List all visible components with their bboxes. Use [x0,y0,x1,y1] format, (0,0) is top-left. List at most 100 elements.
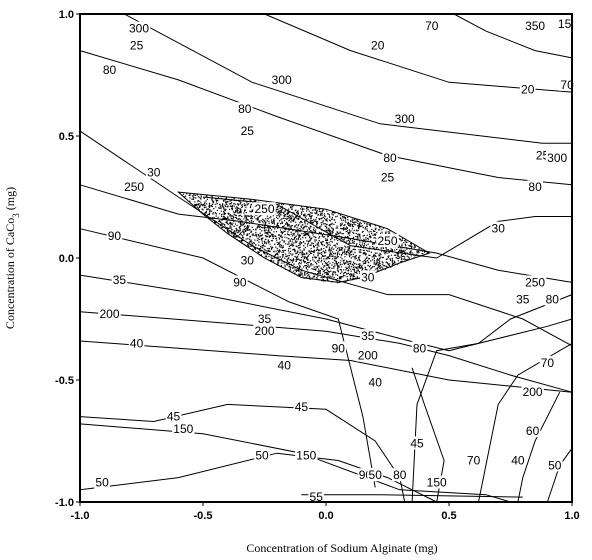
y-tick-label: 0.5 [59,131,74,143]
x-tick-label: -0.5 [194,510,213,522]
contour-label: 80 [527,180,543,194]
contour-label: 25 [239,124,256,138]
contour-label-text: 200 [523,385,543,399]
contour-label-text: 30 [492,222,506,236]
contour-label-bg [254,448,270,462]
contour-line-15 [79,423,511,503]
contour-label-text: 200 [99,307,119,321]
contour-label-bg [409,436,425,450]
contour-label: 150 [295,448,318,463]
contour-label-bg [172,421,195,435]
contour-label-bg [490,221,506,235]
contour-label: 150 [172,421,195,436]
contour-label-bg [94,475,110,489]
contour-label: 80 [382,151,398,165]
contour-label: 40 [367,375,383,389]
contour-label-bg [382,151,398,164]
contour-label: 70 [539,355,556,370]
contour-label-text: 50 [255,449,269,463]
contour-label-bg [393,111,416,125]
contour-label: 35 [256,312,273,326]
contour-label: 45 [293,399,310,414]
contour-label-text: 150 [173,422,193,436]
contour-label-bg [356,348,379,362]
contour-label: 45 [165,409,182,424]
contour-label-bg [523,275,547,289]
contour-label-bg [465,453,482,467]
contour-label-text: 35 [361,329,375,343]
contour-label-text: 150 [296,449,316,463]
contour-label: 80 [101,63,118,77]
contour-label-bg [369,38,386,52]
y-tick-label: -0.5 [55,375,74,387]
contour-label-bg [276,358,292,372]
contour-label-text: 70 [541,356,555,370]
contour-label-text: 90 [108,229,122,243]
contour-label: 15 [556,16,573,31]
contour-label: 250 [376,233,399,248]
contour-line-12 [478,342,573,503]
contour-line-1 [79,50,573,186]
contour-label-text: 30 [147,166,161,180]
contour-label: 90 [106,229,123,243]
contour-label: 300 [393,111,416,126]
contour-label-bg [424,19,440,33]
contour-label-text: 300 [395,112,415,126]
contour-label-text: 350 [525,19,545,33]
contour-label-text: 55 [310,490,324,504]
contour-label: 90 [232,275,248,289]
contour-label: 30 [490,221,506,236]
contour-line-17 [517,391,561,503]
contour-label-bg [128,336,145,350]
contour-label-text: 40 [511,454,525,468]
contour-label-bg [546,151,569,164]
contour-label: 200 [356,348,379,363]
contour-label: 25 [379,170,396,185]
contour-label-bg [515,292,531,306]
contour-label-bg [544,292,561,306]
contour-label-bg [411,341,428,355]
contour-label-bg [111,273,128,286]
contour-line-9 [79,311,573,393]
contour-label-text: 30 [361,271,375,285]
contour-label-text: 20 [521,83,535,97]
contour-label-bg [295,448,318,462]
contour-label-bg [146,165,162,179]
contour-label: 350 [523,19,547,33]
contour-label-bg [376,233,399,247]
contour-label-text: 300 [272,73,292,87]
contour-line-3 [453,13,573,59]
contour-label-bg [256,312,273,325]
contour-label-bg [510,453,526,467]
y-tick-label: 0.0 [59,253,74,265]
x-axis-ticks: -1.0 -0.5 0.0 0.5 1.0 [71,502,580,522]
contour-label: 30 [239,253,256,267]
contour-line-7 [79,228,376,488]
x-tick-label: -1.0 [71,510,90,522]
contour-label-bg [379,170,396,184]
x-tick-label: 1.0 [564,510,579,522]
contour-label-bg [367,468,383,482]
contour-label-bg [128,38,145,52]
y-axis-title-sub: 3 [11,213,21,218]
contour-label: 250 [253,202,276,216]
contour-label: 150 [425,475,448,490]
contour-label: 60 [524,424,541,438]
contour-line-18 [546,448,573,503]
contour-line-19 [301,494,523,498]
contour-label-text: 80 [546,293,560,307]
contour-label-text: 80 [103,63,117,77]
contour-label: 20 [369,38,386,53]
contour-label-bg [547,458,563,472]
contour-label-bg [556,16,573,30]
plot-frame [79,13,573,503]
contour-label-text: 300 [547,151,567,165]
contour-label: 50 [367,468,383,482]
contour-label: 80 [237,102,253,116]
contour-label-bg [293,399,310,413]
contour-label-text: 25 [130,39,144,53]
contour-label-text: 90 [332,341,346,355]
contour-line-6 [202,196,572,259]
contour-label-bg [165,409,182,423]
